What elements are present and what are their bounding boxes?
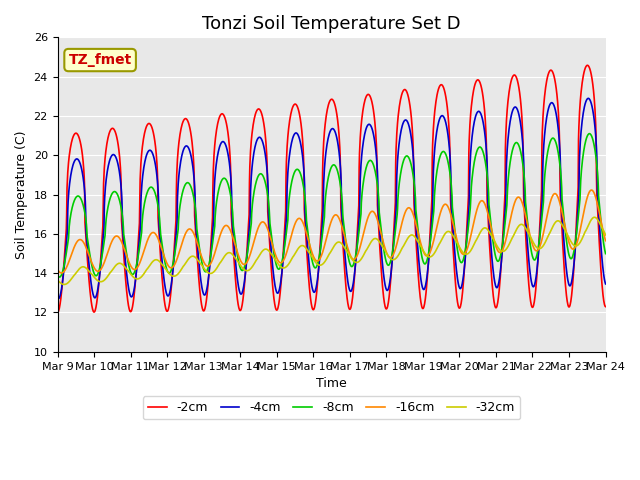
-16cm bbox=[287, 236, 294, 242]
-2cm bbox=[602, 304, 609, 310]
-2cm bbox=[298, 124, 305, 130]
-32cm bbox=[366, 241, 374, 247]
-32cm bbox=[591, 215, 598, 220]
-8cm bbox=[56, 274, 63, 280]
-4cm bbox=[54, 296, 62, 301]
-32cm bbox=[97, 279, 104, 285]
-8cm bbox=[287, 186, 294, 192]
-4cm bbox=[308, 282, 316, 288]
-4cm bbox=[287, 146, 294, 152]
-32cm bbox=[602, 232, 609, 238]
-2cm bbox=[286, 115, 294, 121]
-8cm bbox=[366, 157, 374, 163]
-4cm bbox=[366, 121, 374, 127]
-2cm bbox=[118, 229, 126, 235]
-4cm bbox=[119, 226, 127, 231]
Line: -8cm: -8cm bbox=[58, 133, 605, 277]
-4cm bbox=[54, 295, 61, 301]
-8cm bbox=[54, 272, 61, 277]
-16cm bbox=[97, 267, 104, 273]
-4cm bbox=[602, 281, 609, 287]
-4cm bbox=[584, 96, 592, 101]
-16cm bbox=[119, 241, 127, 247]
-16cm bbox=[602, 238, 609, 243]
-16cm bbox=[54, 266, 61, 272]
-2cm bbox=[307, 300, 315, 306]
-8cm bbox=[308, 255, 316, 261]
-8cm bbox=[119, 215, 127, 221]
-2cm bbox=[365, 92, 373, 98]
-32cm bbox=[60, 282, 68, 288]
Line: -4cm: -4cm bbox=[58, 98, 605, 299]
-16cm bbox=[308, 249, 316, 254]
Y-axis label: Soil Temperature (C): Soil Temperature (C) bbox=[15, 130, 28, 259]
Text: TZ_fmet: TZ_fmet bbox=[68, 53, 132, 67]
Legend: -2cm, -4cm, -8cm, -16cm, -32cm: -2cm, -4cm, -8cm, -16cm, -32cm bbox=[143, 396, 520, 420]
-8cm bbox=[602, 251, 609, 256]
-8cm bbox=[298, 175, 305, 181]
Line: -32cm: -32cm bbox=[58, 217, 605, 285]
-2cm bbox=[584, 62, 591, 68]
-4cm bbox=[97, 267, 104, 273]
-8cm bbox=[586, 131, 593, 136]
-32cm bbox=[287, 258, 294, 264]
-2cm bbox=[54, 310, 61, 315]
Title: Tonzi Soil Temperature Set D: Tonzi Soil Temperature Set D bbox=[202, 15, 461, 33]
-32cm bbox=[119, 262, 127, 267]
-4cm bbox=[298, 147, 305, 153]
-16cm bbox=[588, 187, 595, 193]
-16cm bbox=[366, 211, 374, 216]
-2cm bbox=[96, 266, 104, 272]
-16cm bbox=[58, 270, 65, 276]
X-axis label: Time: Time bbox=[316, 377, 347, 390]
-32cm bbox=[54, 277, 61, 283]
-16cm bbox=[298, 217, 305, 223]
Line: -16cm: -16cm bbox=[58, 190, 605, 273]
-32cm bbox=[308, 253, 316, 259]
Line: -2cm: -2cm bbox=[58, 65, 605, 312]
-8cm bbox=[97, 263, 104, 268]
-32cm bbox=[298, 243, 305, 249]
